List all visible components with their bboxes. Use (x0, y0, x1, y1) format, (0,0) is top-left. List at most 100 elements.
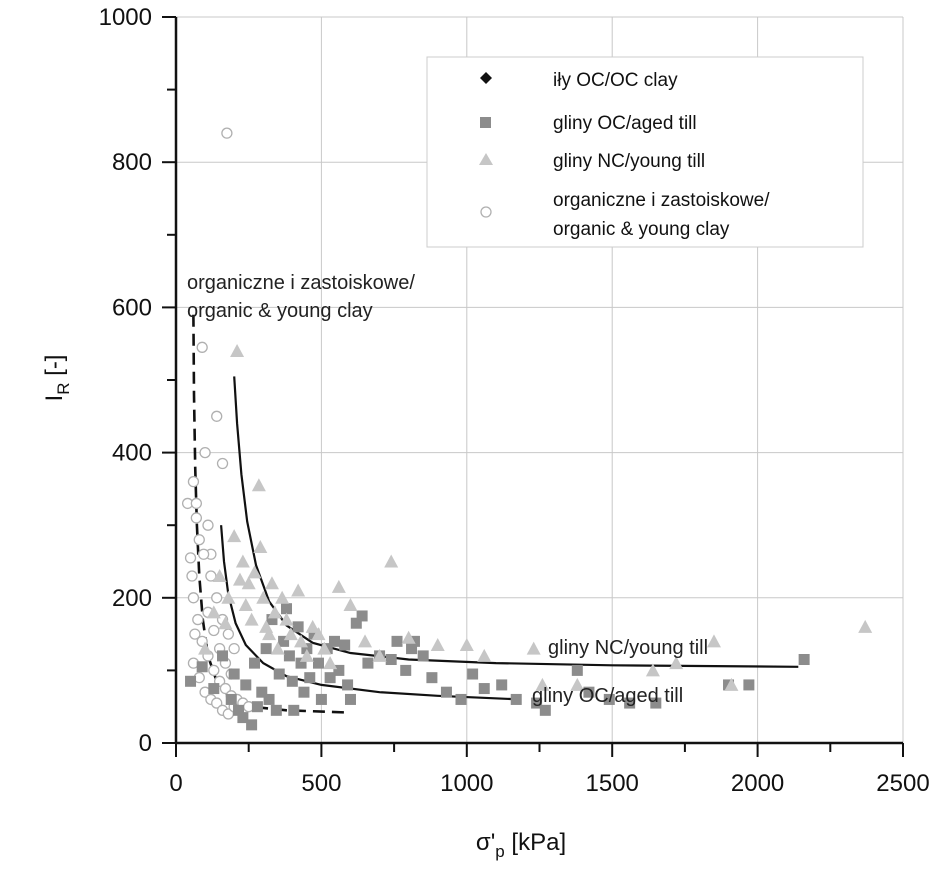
triangle-point (724, 677, 739, 691)
y-tick-label: 600 (112, 294, 152, 321)
circle-point (187, 592, 200, 604)
square-point (308, 628, 320, 640)
annotation-aged-till: gliny OC/aged till (532, 685, 683, 707)
circle-point (197, 548, 210, 560)
square-point (281, 603, 293, 615)
triangle-point (221, 590, 236, 604)
square-point (339, 639, 351, 651)
triangle-point (384, 554, 399, 568)
y-axis-label: IR [-] (41, 355, 73, 402)
triangle-point (477, 648, 492, 662)
triangle-point (247, 565, 262, 579)
square-point (233, 704, 245, 716)
triangle-point (267, 605, 282, 619)
triangle-point (372, 648, 387, 662)
triangle-point (291, 583, 306, 597)
triangle-point (858, 619, 873, 633)
y-tick-label: 800 (112, 149, 152, 176)
triangle-point (305, 619, 320, 633)
data-points (181, 127, 873, 731)
square-point (531, 697, 543, 709)
square-point (256, 686, 268, 698)
triangle-point (317, 641, 332, 655)
triangle-point (459, 637, 474, 651)
circle-point (211, 410, 223, 422)
square-point (266, 614, 278, 626)
tick-labels: 0 200 400 600 800 1000 0 500 1000 1500 2000 2500 (99, 4, 930, 797)
triangle-point (343, 598, 358, 612)
square-point (324, 672, 336, 684)
triangle-point (430, 637, 445, 651)
triangle-point (227, 529, 242, 543)
square-point (603, 693, 615, 705)
square-point (408, 635, 420, 647)
square-point (240, 679, 252, 691)
legend-label: organiczne i zastoiskowe/ (553, 190, 770, 211)
square-point (292, 621, 304, 633)
circle-point (208, 664, 220, 677)
square-point (286, 675, 298, 687)
square-point (185, 675, 197, 687)
square-point (304, 672, 316, 684)
triangle-point (669, 656, 684, 670)
legend-square-marker (480, 117, 491, 128)
square-point (251, 701, 263, 713)
triangle-point (323, 656, 338, 670)
circle-point (211, 697, 223, 709)
circle-point (219, 682, 232, 695)
circle-point (199, 446, 211, 459)
square-point (246, 719, 258, 731)
square-point (478, 683, 490, 695)
square-point (344, 693, 356, 705)
square-point (455, 693, 467, 705)
square-point (283, 650, 295, 662)
square-point (273, 668, 285, 680)
circle-point (208, 624, 220, 637)
triangle-point (253, 539, 268, 553)
triangle-point (232, 572, 247, 586)
square-point (270, 704, 282, 716)
triangle-point (262, 627, 277, 641)
legend-label: iły OC/OC clay (553, 70, 678, 91)
square-point (217, 650, 229, 662)
square-point (301, 643, 313, 655)
legend-diamond-marker (480, 72, 492, 84)
y-tick-label: 200 (112, 585, 152, 612)
x-axis-label: σ'p [kPa] (476, 829, 566, 861)
square-point (571, 664, 583, 676)
triangle-point (264, 576, 279, 590)
square-point (356, 610, 368, 622)
x-tick-label: 2500 (876, 770, 929, 797)
circle-point (216, 457, 229, 470)
legend-item-oc-clay: iły OC/OC clay (480, 70, 678, 91)
triangle-point (706, 634, 721, 648)
square-point (237, 712, 249, 724)
square-point (333, 664, 345, 676)
circle-point (222, 628, 234, 640)
triangle-point (645, 663, 660, 677)
y-tick-label: 0 (139, 730, 152, 757)
legend-label: gliny NC/young till (553, 151, 705, 172)
square-point (510, 693, 522, 705)
annotation-organic-line1: organiczne i zastoiskowe/ (187, 272, 415, 294)
triangle-point (244, 612, 259, 626)
legend-circle-marker (480, 206, 492, 218)
triangle-point (241, 576, 256, 590)
circle-point (190, 497, 203, 510)
x-tick-label: 0 (169, 770, 182, 797)
circle-point (211, 592, 223, 604)
annotation-organic-line2: organic & young clay (187, 300, 373, 322)
circle-point (184, 552, 197, 564)
square-point (249, 657, 261, 669)
legend: iły OC/OC clay gliny OC/aged till gliny … (426, 56, 864, 248)
square-point (278, 635, 290, 647)
annotation-young-till: gliny NC/young till (548, 637, 708, 659)
square-point (539, 704, 551, 716)
y-tick-label: 1000 (99, 4, 152, 31)
triangle-point (358, 634, 373, 648)
circle-point (192, 613, 204, 626)
square-point (798, 654, 810, 666)
square-point (440, 686, 452, 698)
square-point (298, 686, 310, 698)
square-point (417, 650, 429, 662)
